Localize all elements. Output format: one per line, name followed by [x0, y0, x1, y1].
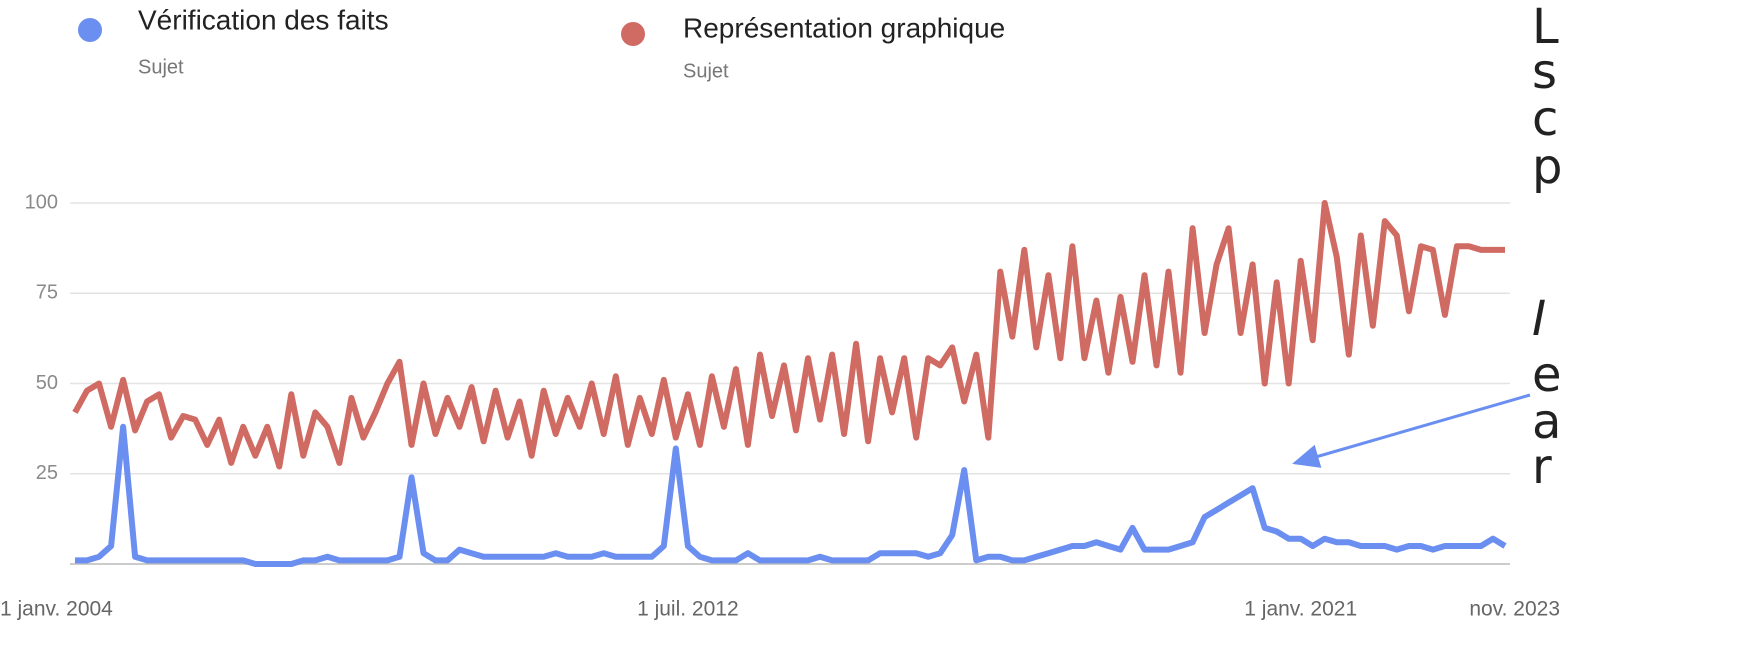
x-tick-label: nov. 2023	[1469, 598, 1560, 621]
side-text: I	[1532, 291, 1546, 347]
legend-subtitle: Sujet	[138, 56, 184, 78]
y-tick-label: 50	[36, 372, 58, 394]
side-text: r	[1532, 439, 1552, 495]
side-text: p	[1532, 139, 1562, 195]
legend-marker	[621, 22, 645, 46]
y-tick-label: 100	[25, 191, 58, 213]
side-text: c	[1532, 91, 1558, 147]
y-tick-label: 25	[36, 462, 58, 484]
x-tick-label: 1 janv. 2004	[0, 598, 113, 621]
legend-label: Représentation graphique	[683, 12, 1005, 43]
series-line	[75, 423, 1507, 567]
side-text: s	[1532, 44, 1557, 100]
side-text: e	[1532, 347, 1562, 403]
x-tick-label: 1 janv. 2021	[1244, 598, 1357, 621]
arrow	[1292, 393, 1531, 468]
series-line	[72, 200, 1505, 470]
side-text: a	[1532, 394, 1561, 450]
legend-label: Vérification des faits	[138, 4, 389, 35]
legend-subtitle: Sujet	[683, 60, 729, 82]
legend-marker	[78, 18, 102, 42]
side-text: L	[1532, 0, 1559, 55]
y-tick-label: 75	[36, 282, 58, 304]
x-tick-label: 1 juil. 2012	[637, 598, 739, 621]
